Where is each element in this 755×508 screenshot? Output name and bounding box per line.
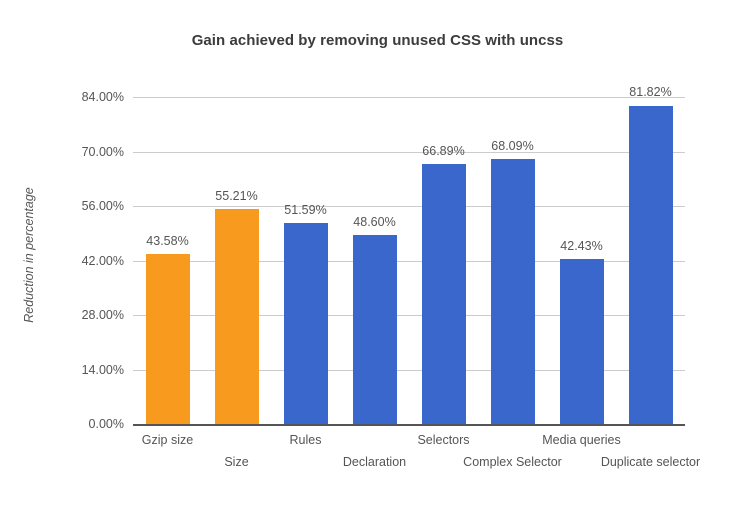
y-axis-tick-label: 14.00% [81,362,124,377]
bar-value-label: 55.21% [215,189,258,204]
y-axis-tick-label: 0.00% [88,417,124,431]
bar-value-label: 68.09% [491,138,534,153]
gridline [133,369,685,371]
y-axis-tick-labels: 0.00% 14.00% 28.00% 42.00% 56.00% 70.00% 84.00… [12,0,124,508]
gridline [133,97,685,98]
bar[interactable] [283,223,328,424]
bar-value-label: 42.43% [560,238,603,253]
gridline [133,260,685,262]
bar[interactable] [352,234,397,424]
gridline [133,315,685,316]
bar[interactable] [559,258,604,424]
y-axis-tick-label: 28.00% [81,308,124,322]
bar-value-label: 48.60% [353,214,396,229]
x-axis-tick-labels: Gzip size Size Rules Declaration Selectors Co… [0,424,755,508]
y-axis-tick-label: 42.00% [81,253,124,268]
y-axis-tick-label: 70.00% [81,144,124,159]
gridline [133,151,685,153]
x-axis-tick-label: Complex Selector [463,455,562,469]
bar-value-label: 43.58% [146,234,189,249]
bar[interactable] [145,254,190,424]
x-axis-tick-label: Size [224,455,249,469]
x-axis-tick-label: Media queries [542,433,621,447]
bar[interactable] [421,163,466,424]
bar[interactable] [628,105,673,424]
gridline [133,206,685,207]
x-axis-line [133,424,685,426]
bar[interactable] [214,209,259,424]
x-axis-tick-label: Gzip size [141,433,194,447]
bar-value-label: 66.89% [422,143,465,158]
y-axis-tick-label: 56.00% [81,199,124,213]
x-axis-tick-label: Rules [289,433,322,447]
x-axis-tick-label: Duplicate selector [600,455,701,469]
x-axis-tick-label: Selectors [417,433,470,447]
x-axis-tick-label: Declaration [342,455,407,469]
bar-value-label: 51.59% [284,203,327,218]
y-axis-tick-label: 84.00% [81,90,124,104]
bar[interactable] [490,158,535,424]
plot-area [133,97,685,424]
chart-title: Gain achieved by removing unused CSS wit… [191,32,564,49]
bar-value-label: 81.82% [629,85,672,100]
